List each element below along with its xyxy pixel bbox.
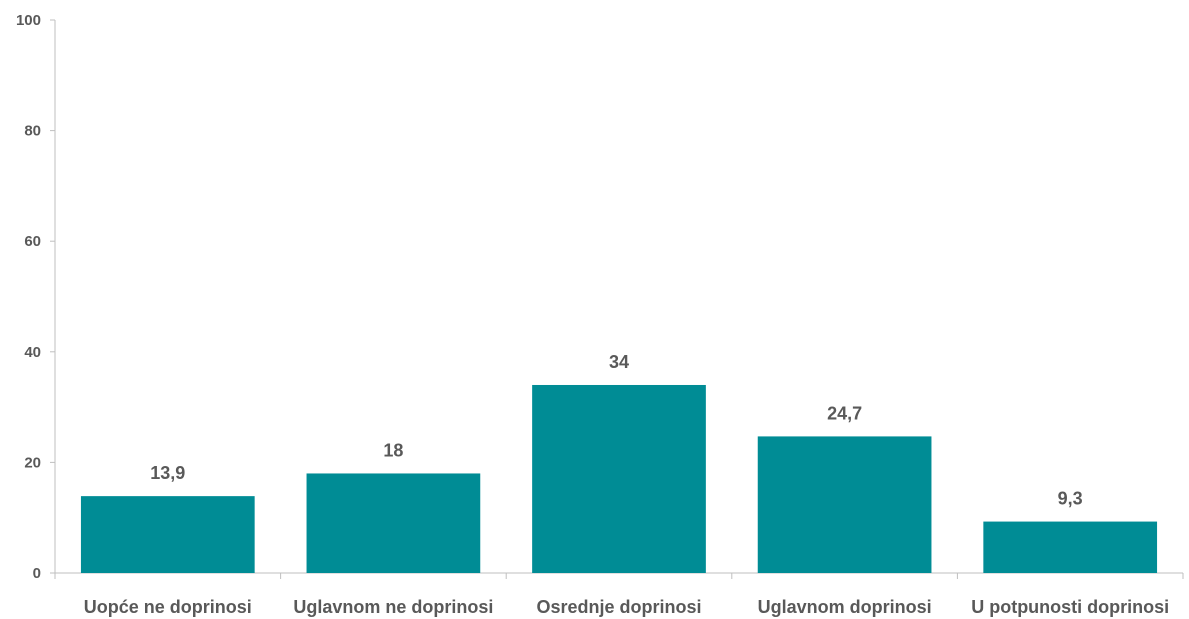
- category-label: Osrednje doprinosi: [536, 597, 701, 617]
- bar: [80, 496, 255, 573]
- bars: [80, 384, 1158, 573]
- data-label: 9,3: [1058, 489, 1083, 509]
- y-tick-label: 20: [24, 454, 41, 471]
- category-label: U potpunosti doprinosi: [971, 597, 1169, 617]
- bar: [757, 436, 932, 573]
- data-label: 18: [383, 440, 403, 460]
- y-tick-label: 60: [24, 233, 41, 250]
- bar: [983, 521, 1158, 573]
- x-axis: [54, 572, 1184, 579]
- category-label: Uglavnom ne doprinosi: [293, 597, 493, 617]
- bar: [532, 384, 706, 573]
- y-tick-label: 100: [16, 12, 41, 29]
- y-tick-label: 40: [24, 344, 41, 361]
- y-tick-label: 80: [24, 123, 41, 140]
- data-label: 13,9: [150, 463, 185, 483]
- y-axis: 0 20 40 60 80 100: [16, 12, 56, 582]
- bar: [306, 473, 481, 573]
- category-label: Uglavnom doprinosi: [758, 597, 932, 617]
- data-labels: 13,9 18 34 24,7 9,3: [150, 352, 1082, 509]
- y-tick-label: 0: [33, 565, 41, 582]
- category-labels: Uopće ne doprinosi Uglavnom ne doprinosi O…: [84, 597, 1169, 617]
- data-label: 24,7: [827, 403, 862, 423]
- data-label: 34: [609, 352, 629, 372]
- category-label: Uopće ne doprinosi: [84, 597, 252, 617]
